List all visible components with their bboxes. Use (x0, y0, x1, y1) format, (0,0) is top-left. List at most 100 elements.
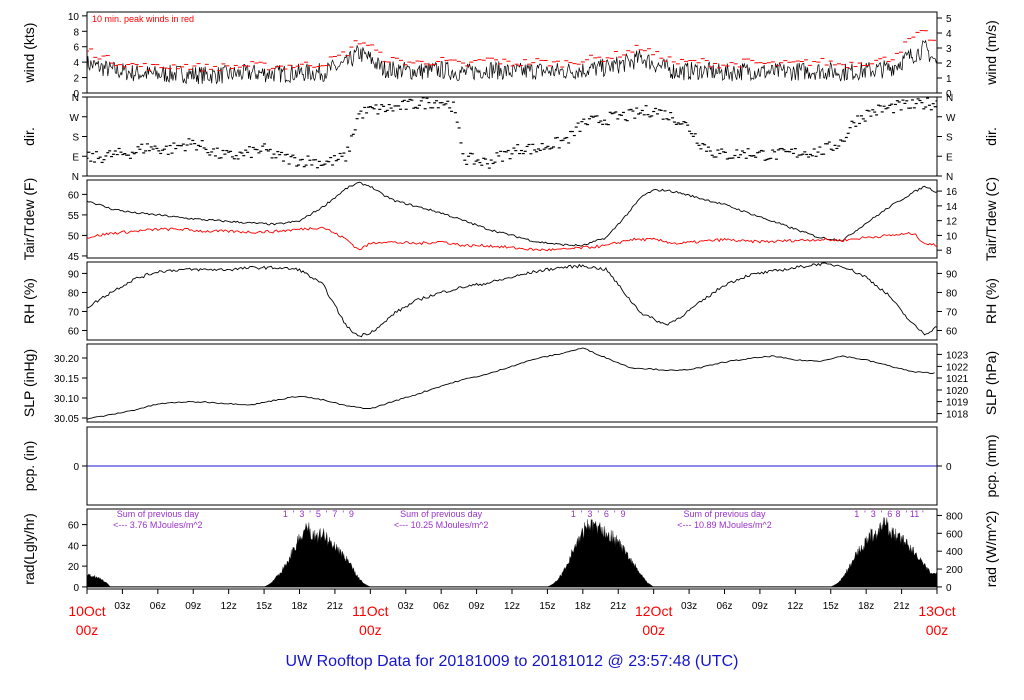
time-axis: 03z 06z 09z 12z 15z 18z 21z 03z 06z 09z 12z 15z 18z 2… (68, 589, 956, 638)
day-date-label: 10Oct (68, 603, 105, 619)
wind-left-tick-label: 10 (68, 12, 80, 23)
radiation-hour-mark: ' (881, 509, 883, 519)
wind-frame (86, 11, 938, 94)
time-tick-label: 18z (858, 601, 874, 612)
radiation-sum-value: <--- 10.89 MJoules/m^2 (677, 520, 772, 530)
wind-right-tick-label: 1 (946, 74, 952, 85)
radiation-area (264, 522, 371, 588)
time-tick-label: 18z (575, 601, 591, 612)
radiation-hour-mark: ' (342, 509, 344, 519)
slp-right-tick-label: 1021 (946, 374, 969, 385)
radiation-hour-mark: 9 (620, 509, 625, 519)
radiation-area (830, 517, 937, 588)
radiation-hour-mark: 6 (604, 509, 609, 519)
pcp-right-tick-label: 0 (946, 462, 952, 473)
radiation-hour-mark: ' (597, 509, 599, 519)
time-tick-label: 03z (114, 601, 130, 612)
wind-left-tick-label: 2 (73, 74, 79, 85)
day-time-label: 00z (76, 622, 99, 638)
rad-right-tick-label: 400 (946, 547, 963, 558)
radiation-hour-mark: 9 (349, 509, 354, 519)
day-date-label: 13Oct (918, 603, 955, 619)
time-tick-label: 15z (823, 601, 839, 612)
radiation-hour-mark: 8 (896, 509, 901, 519)
slp-right-tick-label: 1023 (946, 350, 969, 361)
rh-right-tick-label: 80 (946, 288, 958, 299)
radiation-hour-mark: 5 (316, 509, 321, 519)
wind-right-tick-label: 5 (946, 14, 952, 25)
rh-right-tick-label: 70 (946, 307, 958, 318)
rh-ylabel-right: RH (%) (983, 278, 999, 324)
rad-right-tick-label: 0 (946, 583, 952, 594)
rad-right-tick-label: 800 (946, 511, 963, 522)
radiation-hour-mark: ' (614, 509, 616, 519)
time-tick-label: 21z (894, 601, 910, 612)
temp-frame (86, 179, 938, 259)
time-tick-label: 09z (185, 601, 201, 612)
temp-left-tick-label: 60 (68, 190, 80, 201)
radiation-hour-mark: ' (905, 509, 907, 519)
rad-left-tick-label: 60 (68, 521, 80, 532)
dir-right-tick-label: N (946, 93, 953, 104)
air-temp-line (87, 181, 937, 247)
slp-right-tick-label: 1022 (946, 362, 969, 373)
panel-wind: 0 2 4 6 8 10 0 1 2 3 4 5 wind (kts) wind (m/s) 10 min.… (21, 11, 999, 100)
dir-right-tick-label: S (946, 133, 953, 144)
radiation-hour-mark: 1 (854, 509, 859, 519)
temp-left-tick-label: 50 (68, 231, 80, 242)
dir-frame (86, 96, 938, 177)
slp-right-tick-label: 1019 (946, 398, 969, 409)
slp-plot-area (87, 347, 935, 420)
rh-ylabel-left: RH (%) (21, 278, 37, 324)
time-tick-label: 21z (610, 601, 626, 612)
radiation-sum-value: <--- 3.76 MJoules/m^2 (113, 520, 203, 530)
day-date-label: 12Oct (635, 603, 672, 619)
time-tick-label: 12z (504, 601, 520, 612)
rh-left-tick-label: 70 (68, 307, 80, 318)
day-time-label: 00z (359, 622, 382, 638)
slp-left-tick-label: 30.05 (54, 414, 79, 425)
rh-left-tick-label: 60 (68, 326, 80, 337)
panel-temp: 45 50 55 60 8 10 12 14 16 Tair/Tdew (F) Tair/Tdew … (21, 177, 999, 263)
temp-right-tick-label: 8 (946, 246, 952, 257)
radiation-sum-value: <--- 10.25 MJoules/m^2 (394, 520, 489, 530)
dir-right-tick-label: E (946, 152, 953, 163)
pcp-ylabel-right: pcp. (mm) (983, 435, 999, 498)
rad-left-tick-label: 20 (68, 562, 80, 573)
rad-plot-area (87, 517, 937, 588)
time-tick-label: 18z (291, 601, 307, 612)
time-tick-label: 06z (716, 601, 732, 612)
panel-rh: 60 70 80 90 60 70 80 90 RH (%) RH (%) (21, 261, 999, 341)
rad-right-tick-label: 200 (946, 565, 963, 576)
wind-right-tick-label: 3 (946, 44, 952, 55)
radiation-hour-mark: 1 (283, 509, 288, 519)
radiation-hour-mark: ' (864, 509, 866, 519)
temp-right-tick-label: 14 (946, 202, 958, 213)
slp-right-tick-label: 1020 (946, 386, 969, 397)
rh-left-tick-label: 90 (68, 269, 80, 280)
panel-slp: 30.05 30.10 30.15 30.20 10181019102010211022… (21, 343, 999, 425)
dir-right-tick-label: W (946, 113, 956, 124)
panel-pcp: 0 0 pcp. (in) pcp. (mm) (21, 426, 999, 506)
temp-right-tick-label: 10 (946, 231, 958, 242)
radiation-area (547, 519, 655, 588)
day-time-label: 00z (642, 622, 665, 638)
dir-left-tick-label: S (72, 133, 79, 144)
slp-ylabel-right: SLP (hPa) (983, 351, 999, 415)
temp-right-tick-label: 16 (946, 187, 958, 198)
day-date-label: 11Oct (352, 603, 388, 619)
time-tick-label: 09z (752, 601, 768, 612)
wind-ylabel-left: wind (kts) (21, 23, 37, 84)
radiation-sum-label: Sum of previous day (400, 509, 483, 519)
wind-plot-area (87, 30, 937, 85)
slp-ylabel-left: SLP (inHg) (21, 349, 37, 417)
wind-right-tick-label: 0 (946, 89, 952, 100)
dir-left-tick-label: W (70, 113, 80, 124)
rad-right-tick-label: 600 (946, 529, 963, 540)
slp-left-tick-label: 30.20 (54, 354, 79, 365)
time-tick-label: 03z (398, 601, 414, 612)
